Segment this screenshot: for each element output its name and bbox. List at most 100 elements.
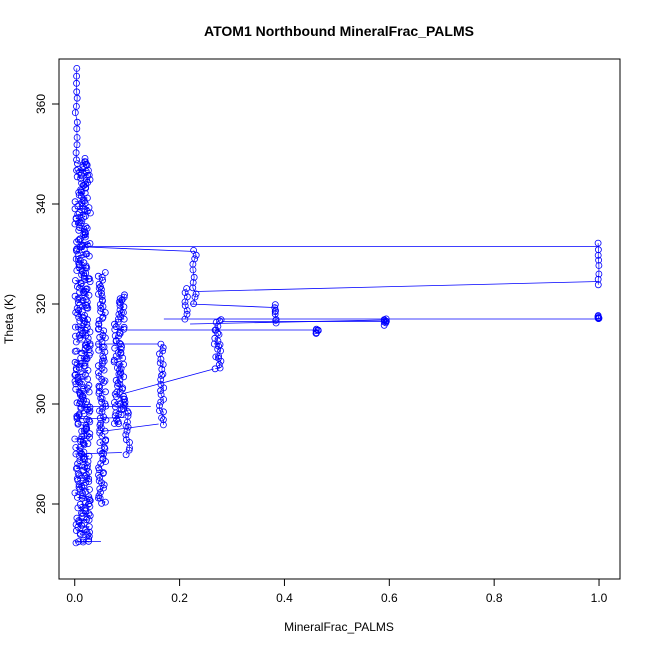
data-point (98, 273, 106, 281)
data-point (99, 314, 106, 322)
data-point (116, 302, 124, 309)
data-point (81, 500, 89, 507)
y-axis-label: Theta (K) (2, 294, 16, 344)
data-point (215, 331, 223, 338)
data-point (98, 285, 105, 293)
data-point (78, 199, 86, 207)
data-point (211, 365, 219, 373)
x-tick-label: 0.2 (171, 591, 188, 605)
data-point (86, 278, 94, 286)
data-point (192, 290, 200, 298)
data-point (73, 65, 81, 72)
data-point (80, 441, 88, 449)
data-point (73, 125, 81, 133)
series-connections (74, 68, 600, 544)
data-point (594, 275, 602, 283)
data-point (71, 205, 79, 213)
data-point (77, 219, 85, 227)
data-point (100, 366, 108, 374)
data-point (72, 309, 80, 316)
data-point (78, 521, 85, 529)
data-point (86, 503, 94, 510)
data-point (83, 264, 91, 272)
data-point (72, 539, 80, 547)
data-point (216, 364, 224, 372)
data-point (85, 535, 93, 543)
data-point (75, 411, 83, 419)
data-point (74, 493, 81, 501)
data-point (181, 315, 189, 323)
connector-line (74, 246, 196, 252)
data-point (217, 357, 225, 365)
data-point (157, 376, 165, 383)
data-point (98, 432, 106, 440)
data-point (72, 323, 79, 331)
data-point (594, 239, 602, 247)
data-point (117, 365, 125, 373)
data-point (114, 318, 122, 326)
data-point (189, 279, 197, 286)
data-point (158, 372, 165, 379)
series-points (71, 65, 603, 547)
data-point (102, 334, 109, 342)
chart-title: ATOM1 Northbound MineralFrac_PALMS (204, 23, 474, 39)
data-point (83, 320, 91, 328)
data-point (95, 389, 103, 397)
data-point (116, 339, 123, 347)
data-point (85, 388, 93, 396)
data-point (113, 416, 120, 424)
y-axis: 280 300 320 340 360 (34, 94, 60, 514)
data-point (84, 531, 92, 539)
data-point (73, 88, 81, 96)
data-point (86, 433, 93, 441)
data-point (181, 298, 189, 306)
data-point (100, 481, 108, 489)
data-point (71, 109, 79, 116)
data-point (86, 342, 94, 350)
data-point (82, 180, 90, 188)
data-point (95, 494, 102, 502)
data-point (85, 408, 93, 416)
data-point (74, 476, 82, 484)
data-point (78, 349, 86, 357)
data-point (74, 504, 82, 512)
y-tick-label: 280 (34, 494, 48, 514)
data-point (73, 134, 81, 141)
x-axis-label: MineralFrac_PALMS (284, 620, 394, 634)
data-point (123, 427, 131, 435)
x-tick-label: 0.8 (486, 591, 503, 605)
data-point (190, 273, 198, 281)
y-tick-label: 340 (34, 194, 48, 214)
data-point (125, 446, 133, 454)
data-point (78, 513, 86, 520)
data-point (75, 226, 83, 234)
data-point (74, 310, 82, 318)
data-point (84, 384, 91, 392)
data-point (272, 319, 280, 327)
data-point (78, 380, 85, 388)
data-point (114, 348, 122, 356)
data-point (76, 500, 84, 508)
data-point (96, 439, 104, 446)
x-tick-label: 0.6 (381, 591, 398, 605)
data-point (595, 256, 602, 264)
data-point (114, 364, 121, 372)
data-point (80, 396, 87, 404)
data-point (115, 315, 122, 323)
data-point (77, 192, 85, 200)
data-point (122, 431, 130, 439)
data-point (72, 277, 79, 284)
data-point (380, 321, 388, 329)
data-point (82, 355, 90, 363)
data-point (595, 270, 603, 278)
data-point (79, 536, 87, 544)
data-point (122, 451, 130, 459)
data-point (312, 329, 320, 337)
data-point (76, 400, 84, 408)
x-tick-label: 1.0 (591, 591, 608, 605)
data-point (85, 416, 93, 424)
series-line (74, 68, 78, 160)
data-point (81, 274, 88, 282)
data-point (98, 293, 106, 300)
data-point (595, 262, 603, 269)
